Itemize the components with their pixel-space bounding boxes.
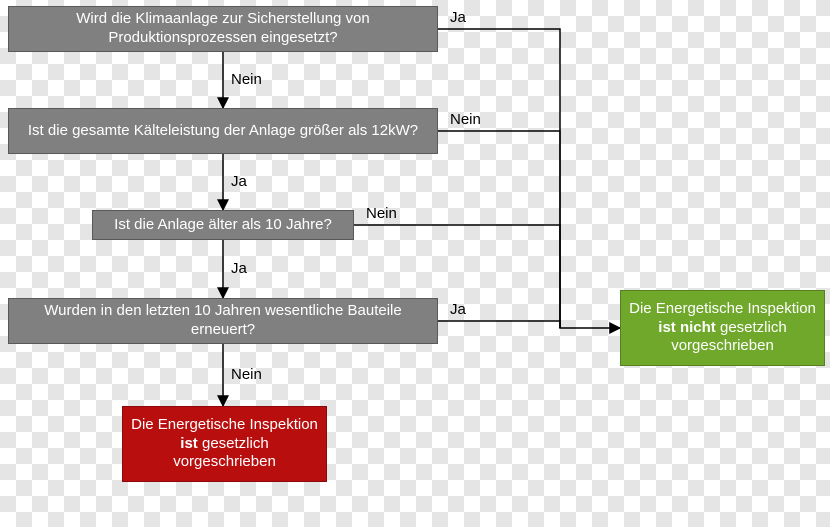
edge-q1_right-label: Ja xyxy=(450,9,466,26)
edge-q4_right xyxy=(438,321,620,328)
node-q3: Ist die Anlage älter als 10 Jahre? xyxy=(92,210,354,240)
node-q3-text: Ist die Anlage älter als 10 Jahre? xyxy=(114,216,332,235)
node-r_no: Die Energetische Inspektion ist nicht ge… xyxy=(620,290,825,366)
node-r_yes: Die Energetische Inspektion ist gesetzli… xyxy=(122,406,327,482)
node-r_yes-text: Die Energetische Inspektion ist gesetzli… xyxy=(131,416,318,472)
node-r_no-text: Die Energetische Inspektion ist nicht ge… xyxy=(629,300,816,356)
edge-q2_down-label: Ja xyxy=(231,173,247,190)
edge-q1_down-label: Nein xyxy=(231,71,262,88)
edge-q4_right-label: Ja xyxy=(450,301,466,318)
edge-q3_down-label: Ja xyxy=(231,260,247,277)
edge-q2_right xyxy=(438,131,560,328)
node-q1: Wird die Klimaanlage zur Sicherstellung … xyxy=(8,6,438,52)
node-q4: Wurden in den letzten 10 Jahren wesentli… xyxy=(8,298,438,344)
node-q1-text: Wird die Klimaanlage zur Sicherstellung … xyxy=(17,10,429,48)
node-q2: Ist die gesamte Kälteleistung der Anlage… xyxy=(8,108,438,154)
edge-q4_down-label: Nein xyxy=(231,366,262,383)
edge-q2_right-label: Nein xyxy=(450,111,481,128)
flowchart-canvas: Wird die Klimaanlage zur Sicherstellung … xyxy=(0,0,830,527)
edge-q3_right-label: Nein xyxy=(366,205,397,222)
edge-q1_right xyxy=(438,29,560,328)
node-q2-text: Ist die gesamte Kälteleistung der Anlage… xyxy=(28,122,418,141)
node-q4-text: Wurden in den letzten 10 Jahren wesentli… xyxy=(17,302,429,340)
